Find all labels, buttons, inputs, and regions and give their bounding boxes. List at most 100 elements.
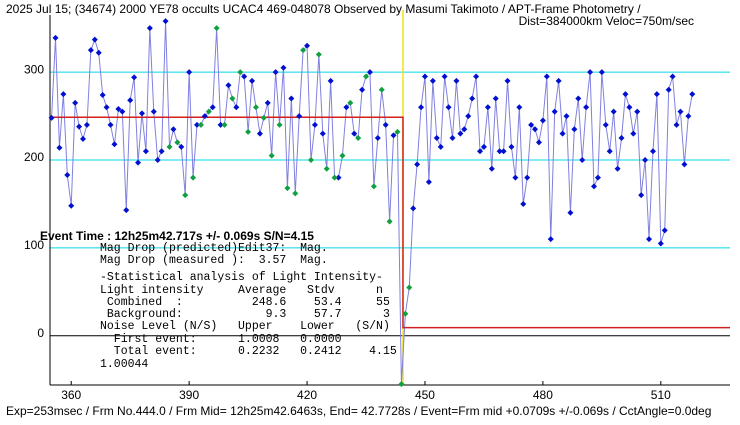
data-point (618, 135, 625, 142)
data-point (280, 64, 287, 71)
data-point (398, 381, 405, 388)
data-point (433, 135, 440, 142)
data-point (170, 126, 177, 133)
data-point (421, 73, 428, 80)
data-point (260, 114, 267, 121)
data-point (249, 77, 256, 84)
data-point (669, 73, 676, 80)
data-point (661, 227, 668, 234)
x-tick-label: 480 (533, 388, 553, 402)
stats-line: Combined : 248.6 53.4 55 (100, 296, 390, 309)
data-point (406, 284, 413, 291)
data-point (453, 77, 460, 84)
data-point (429, 77, 436, 84)
data-point (80, 135, 87, 142)
data-point (532, 126, 539, 133)
stats-line: Mag Drop (measured ): 3.57 Mag. (100, 254, 328, 267)
event-text: Event Time : 12h25m42.717s +/- 0.069s S/… (40, 229, 314, 243)
data-point (445, 104, 452, 111)
data-point (382, 121, 389, 128)
data-point (366, 69, 373, 76)
data-point (347, 99, 354, 106)
data-point (256, 130, 263, 137)
data-point (394, 128, 401, 135)
data-point (331, 174, 338, 181)
data-point (272, 69, 279, 76)
data-point (138, 110, 145, 117)
y-tick-label: 0 (37, 326, 44, 340)
data-point (606, 148, 613, 155)
data-point (115, 106, 122, 113)
data-point (201, 113, 208, 120)
data-point (209, 104, 216, 111)
data-point (457, 130, 464, 137)
data-point (307, 157, 314, 164)
data-point (323, 165, 330, 172)
data-point (146, 25, 153, 32)
data-point (359, 86, 366, 93)
data-point (555, 77, 562, 84)
data-point (229, 95, 236, 102)
data-point (186, 69, 193, 76)
data-point (477, 148, 484, 155)
data-point (335, 174, 342, 181)
data-point (268, 152, 275, 159)
data-point (319, 130, 326, 137)
data-point (665, 86, 672, 93)
data-point (480, 143, 487, 150)
stats-line: 1.00044 (100, 358, 148, 371)
data-point (213, 25, 220, 32)
data-point (602, 121, 609, 128)
data-point (296, 113, 303, 120)
data-point (233, 104, 240, 111)
x-tick-label: 420 (297, 388, 317, 402)
y-tick-label: 200 (24, 150, 44, 164)
data-point (500, 148, 507, 155)
data-point (449, 135, 456, 142)
data-point (547, 236, 554, 243)
data-point (677, 108, 684, 115)
data-point (237, 69, 244, 76)
data-point (370, 183, 377, 190)
data-point (642, 157, 649, 164)
data-point (425, 178, 432, 185)
data-point (304, 42, 311, 49)
data-point (194, 121, 201, 128)
data-point (484, 104, 491, 111)
data-point (158, 148, 165, 155)
chart-subtitle: Dist=384000km Veloc=750m/sec (519, 14, 694, 28)
data-point (390, 132, 397, 139)
data-point (559, 130, 566, 137)
data-point (374, 135, 381, 142)
data-point (543, 73, 550, 80)
data-point (127, 97, 134, 104)
data-point (91, 36, 98, 43)
x-tick-label: 390 (179, 388, 199, 402)
data-point (154, 157, 161, 164)
chart-title: 2025 Jul 15; (34674) 2000 YE78 occults U… (6, 2, 641, 16)
data-point (634, 108, 641, 115)
data-point (598, 69, 605, 76)
data-point (225, 82, 232, 89)
data-point (461, 126, 468, 133)
data-point (292, 190, 299, 197)
data-point (622, 91, 629, 98)
model-line (50, 116, 730, 329)
data-point (99, 91, 106, 98)
data-point (182, 192, 189, 199)
data-point (311, 121, 318, 128)
data-point (95, 49, 102, 56)
data-point (539, 117, 546, 124)
data-point (315, 51, 322, 58)
data-point (178, 143, 185, 150)
data-point (252, 104, 259, 111)
data-point (166, 143, 173, 150)
data-point (174, 139, 181, 146)
data-point (653, 91, 660, 98)
data-point (579, 157, 586, 164)
data-point (610, 108, 617, 115)
data-point (131, 74, 138, 81)
data-point (587, 69, 594, 76)
data-point (638, 192, 645, 199)
